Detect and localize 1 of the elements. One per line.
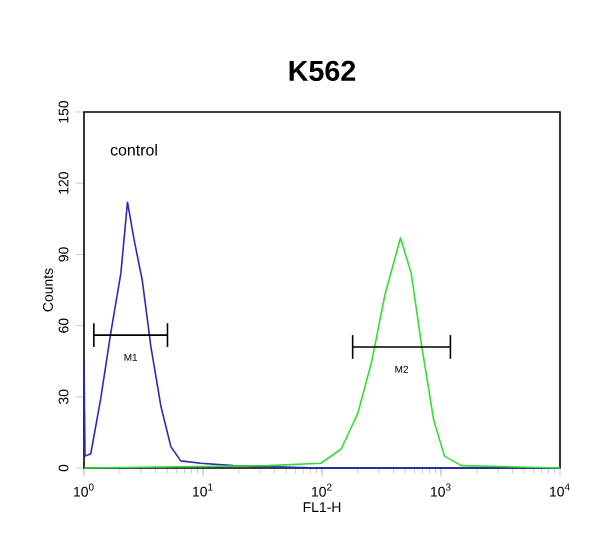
chart-title: K562 <box>289 60 356 81</box>
